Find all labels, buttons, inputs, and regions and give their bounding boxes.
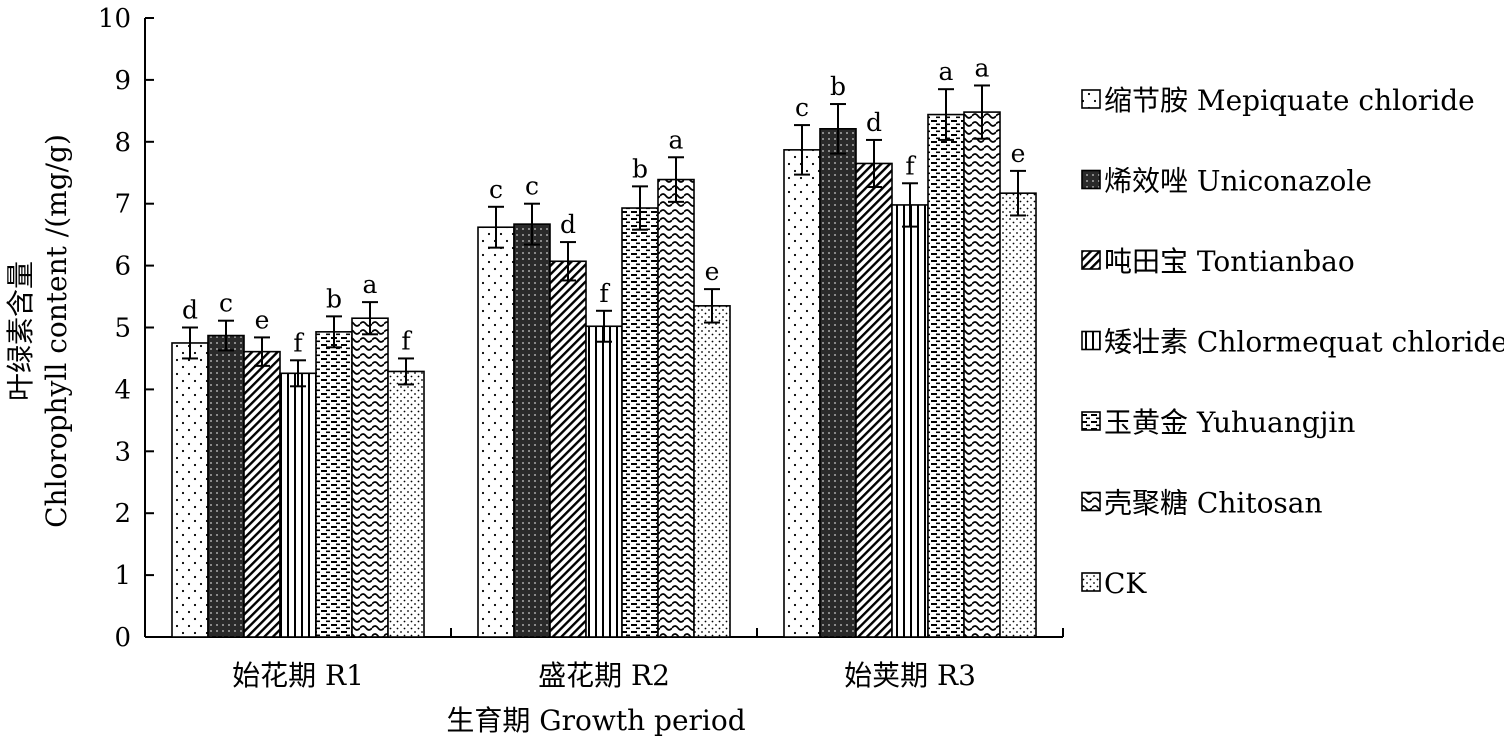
significance-label: d xyxy=(182,296,198,325)
bar xyxy=(621,207,659,638)
bar xyxy=(585,325,623,638)
significance-label: c xyxy=(525,172,539,201)
significance-label: f xyxy=(401,326,412,355)
legend-label: 矮壮素 Chlormequat chloride xyxy=(1104,326,1504,359)
legend-swatch xyxy=(1081,330,1101,351)
y-tick-label: 1 xyxy=(114,561,131,591)
bar xyxy=(279,372,317,638)
bar xyxy=(855,162,893,638)
y-tick-label: 9 xyxy=(114,66,131,96)
significance-label: c xyxy=(489,175,503,204)
bar xyxy=(315,331,353,638)
significance-label: f xyxy=(905,151,916,180)
y-tick-label: 4 xyxy=(114,375,131,405)
bar xyxy=(171,342,209,638)
significance-label: d xyxy=(560,210,576,239)
bar xyxy=(657,178,695,638)
y-tick-label: 0 xyxy=(114,623,131,653)
legend: 缩节胺 Mepiquate chloride 烯效唑 Uniconazole 吨田宝… xyxy=(1081,84,1504,600)
legend-swatch xyxy=(1081,169,1101,190)
significance-label: c xyxy=(795,93,809,122)
legend-swatch xyxy=(1081,89,1101,109)
bar xyxy=(387,370,425,638)
legend-label: 烯效唑 Uniconazole xyxy=(1104,165,1372,198)
bar xyxy=(243,350,281,638)
y-tick-label: 6 xyxy=(114,252,131,282)
significance-label: a xyxy=(939,57,954,86)
legend-label: 壳聚糖 Chitosan xyxy=(1104,487,1323,520)
y-tick-label: 3 xyxy=(114,437,131,467)
bar xyxy=(819,128,857,638)
significance-label: b xyxy=(632,154,648,183)
y-axis-title-en: Chlorophyll content /(mg/g) xyxy=(40,134,73,528)
significance-label: d xyxy=(866,108,882,137)
bar xyxy=(927,113,965,638)
bar xyxy=(351,317,389,638)
significance-label: f xyxy=(599,279,610,308)
legend-label: 缩节胺 Mepiquate chloride xyxy=(1104,84,1475,117)
significance-label: c xyxy=(219,289,233,318)
legend-swatch xyxy=(1081,250,1101,270)
x-axis-title: 生育期 Growth period xyxy=(446,704,745,737)
bar xyxy=(999,192,1037,638)
y-tick-label: 7 xyxy=(114,190,131,220)
y-axis-title-cn: 叶绿素含量 xyxy=(4,261,37,401)
x-category-label: 始荚期 R3 xyxy=(844,659,976,692)
x-category-label: 始花期 R1 xyxy=(232,659,364,692)
significance-label: e xyxy=(255,305,270,334)
bar xyxy=(783,149,821,638)
y-axis: 0 1 2 3 4 5 6 7 8 9 10 xyxy=(98,4,154,653)
significance-label: a xyxy=(975,53,990,82)
significance-label: b xyxy=(326,284,342,313)
significance-label: f xyxy=(293,328,304,357)
significance-label: a xyxy=(669,125,684,154)
y-tick-label: 2 xyxy=(114,499,131,529)
significance-label: e xyxy=(705,257,720,286)
legend-swatch xyxy=(1081,411,1101,431)
bar xyxy=(207,334,245,638)
y-tick-label: 5 xyxy=(114,314,131,344)
x-category-label: 盛花期 R2 xyxy=(538,659,670,692)
y-tick-label: 8 xyxy=(114,128,131,158)
legend-swatch xyxy=(1081,491,1101,512)
significance-label: e xyxy=(1011,139,1026,168)
legend-label: 吨田宝 Tontianbao xyxy=(1104,245,1355,278)
legend-label: 玉黄金 Yuhuangjin xyxy=(1104,406,1355,439)
bar xyxy=(549,260,587,638)
bar xyxy=(891,204,929,638)
bar xyxy=(513,223,551,638)
bar xyxy=(477,226,515,638)
legend-swatch xyxy=(1081,572,1101,592)
bar xyxy=(693,305,731,638)
y-tick-label: 10 xyxy=(98,4,131,34)
significance-label: a xyxy=(363,270,378,299)
bar xyxy=(963,111,1001,638)
significance-label: b xyxy=(830,72,846,101)
legend-label: CK xyxy=(1104,567,1147,600)
